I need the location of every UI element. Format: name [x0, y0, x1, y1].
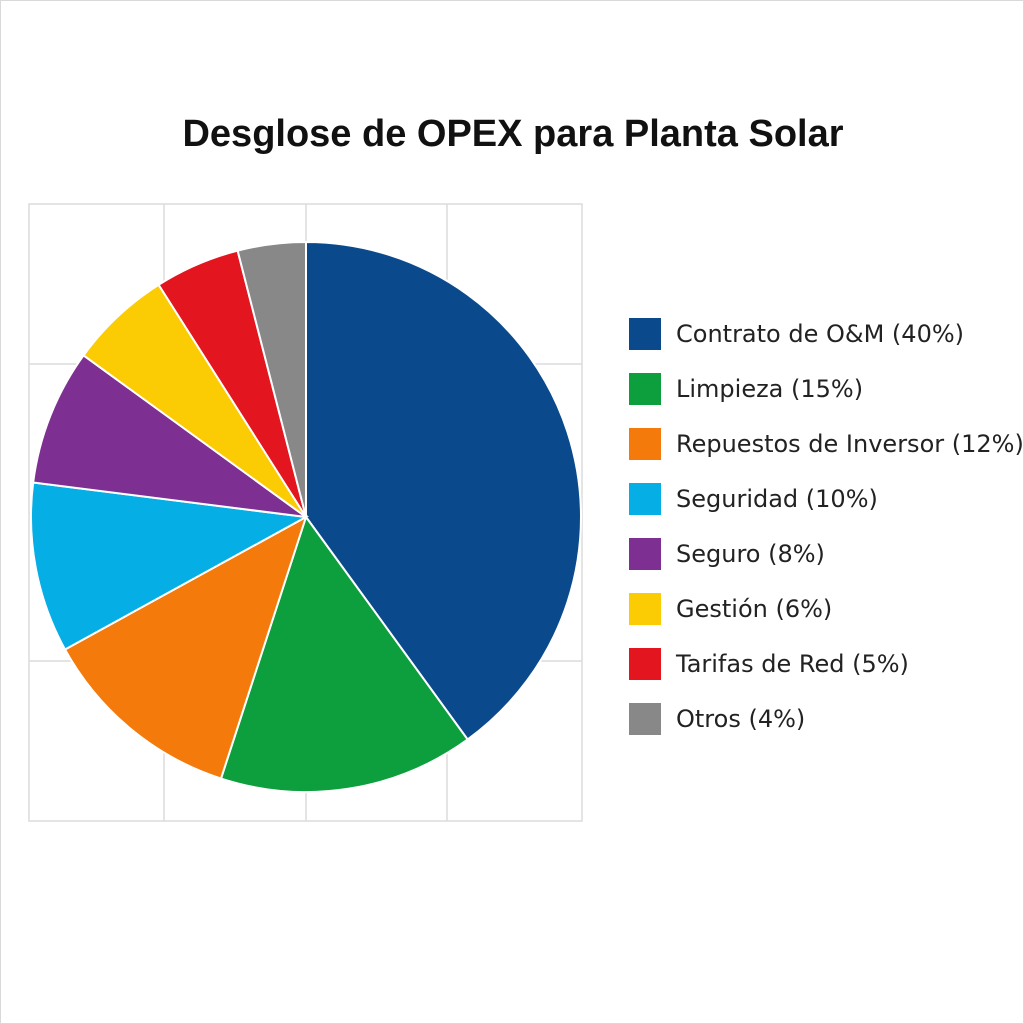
legend: Contrato de O&M (40%) Limpieza (15%) Repue…: [629, 306, 1024, 746]
legend-item: Gestión (6%): [629, 581, 1024, 636]
legend-item: Repuestos de Inversor (12%): [629, 416, 1024, 471]
legend-label: Seguro (8%): [676, 539, 825, 568]
legend-swatch: [629, 592, 661, 625]
legend-swatch: [629, 537, 661, 570]
legend-swatch: [629, 317, 661, 350]
legend-item: Otros (4%): [629, 691, 1024, 746]
legend-item: Seguridad (10%): [629, 471, 1024, 526]
legend-swatch: [629, 647, 661, 680]
pie-slice-4: [32, 353, 307, 518]
legend-swatch: [629, 482, 661, 515]
legend-item: Limpieza (15%): [629, 361, 1024, 416]
legend-label: Seguridad (10%): [676, 484, 878, 513]
pie-slice-0: [305, 240, 582, 741]
pie-slice-1: [219, 514, 470, 793]
pie-slices: [30, 240, 582, 793]
legend-label: Otros (4%): [676, 704, 806, 733]
legend-item: Seguro (8%): [629, 526, 1024, 581]
legend-label: Tarifas de Red (5%): [676, 649, 909, 678]
legend-label: Contrato de O&M (40%): [676, 319, 964, 348]
legend-item: Tarifas de Red (5%): [629, 636, 1024, 691]
pie-slice-2: [63, 514, 308, 780]
pie-slice-3: [30, 481, 310, 651]
legend-label: Gestión (6%): [676, 594, 833, 623]
chart-title: Desglose de OPEX para Planta Solar: [182, 113, 844, 155]
legend-label: Limpieza (15%): [676, 374, 864, 403]
legend-swatch: [629, 702, 661, 735]
legend-swatch: [629, 372, 661, 405]
legend-item: Contrato de O&M (40%): [629, 306, 1024, 361]
legend-swatch: [629, 427, 661, 460]
pie-slice-7: [236, 240, 307, 518]
legend-label: Repuestos de Inversor (12%): [676, 429, 1024, 458]
